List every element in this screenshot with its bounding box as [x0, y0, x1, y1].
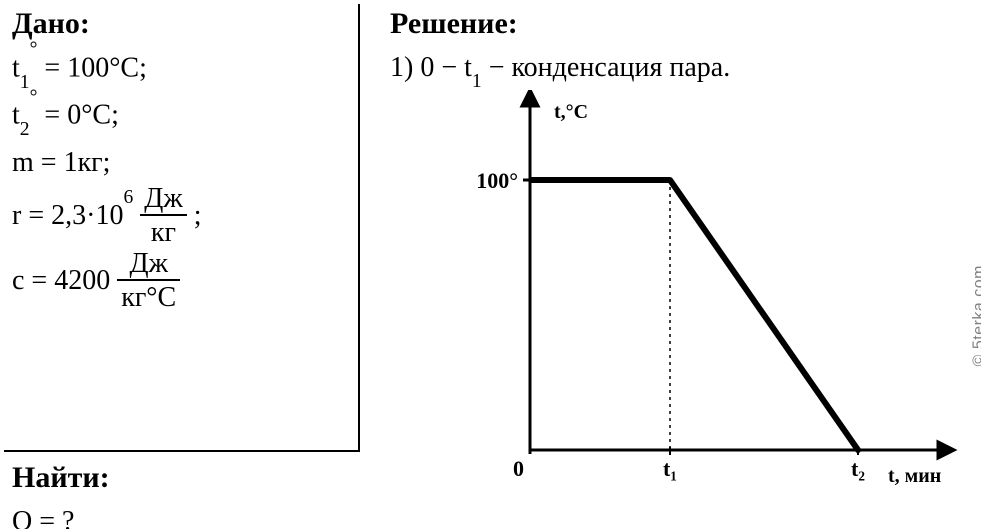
svg-text:100°: 100° [476, 168, 518, 193]
find-heading: Найти: [12, 460, 342, 496]
given-m: m = 1кг; [12, 141, 342, 184]
given-block: Дано: t1° = 100°C; t2° = 0°C; m = 1кг; r… [12, 6, 342, 314]
vertical-divider [358, 4, 360, 452]
svg-text:t,°C: t,°C [554, 101, 588, 123]
given-c: c = 4200 Джкг°C [12, 249, 342, 314]
watermark: © 5terka.com [970, 265, 981, 366]
given-t1: t1° = 100°C; [12, 46, 342, 93]
horizontal-divider [4, 450, 360, 452]
temperature-chart: t,°C t, мин 100° 0 t₁ t₂ [440, 90, 960, 520]
svg-text:t, мин: t, мин [888, 465, 941, 487]
svg-text:0: 0 [513, 456, 524, 481]
find-block: Найти: Q = ? [12, 460, 342, 529]
find-line: Q = ? [12, 500, 342, 529]
given-t2: t2° = 0°C; [12, 93, 342, 140]
solution-heading: Решение: [390, 6, 950, 42]
given-r: r = 2,3·106 Джкг ; [12, 184, 342, 249]
svg-text:t₁: t₁ [663, 456, 677, 481]
solution-block: Решение: 1) 0 − t1 − конденсация пара. [390, 6, 950, 93]
given-heading: Дано: [12, 6, 342, 42]
solution-item-1: 1) 0 − t1 − конденсация пара. [390, 46, 950, 93]
svg-text:t₂: t₂ [851, 456, 865, 481]
fraction: Джкг°C [117, 249, 180, 312]
fraction: Джкг [140, 184, 186, 247]
